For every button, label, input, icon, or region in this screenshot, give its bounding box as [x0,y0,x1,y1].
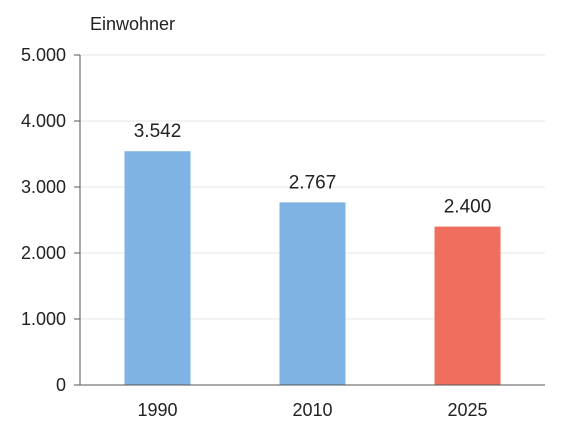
bar-1990 [124,151,191,385]
x-tick-label: 2010 [292,400,332,420]
y-axis-unit-label: Einwohner [90,14,175,34]
x-tick-label: 1990 [137,400,177,420]
y-ticks: 0 1.000 2.000 3.000 4.000 5.000 [21,45,80,395]
y-tick-label: 3.000 [21,177,66,197]
data-label: 2.767 [289,172,337,193]
bar-2010 [279,202,346,385]
bars [124,151,501,385]
data-label: 3.542 [134,121,182,142]
bar-2025 [434,226,501,385]
y-tick-label: 0 [56,375,66,395]
data-labels: 3.542 2.767 2.400 [134,121,492,217]
x-tick-label: 2025 [447,400,487,420]
y-tick-label: 2.000 [21,243,66,263]
y-tick-label: 1.000 [21,309,66,329]
axes [79,55,545,386]
data-label: 2.400 [444,197,492,218]
y-tick-label: 5.000 [21,45,66,65]
y-tick-label: 4.000 [21,111,66,131]
x-tick-labels: 1990 2010 2025 [137,400,487,420]
